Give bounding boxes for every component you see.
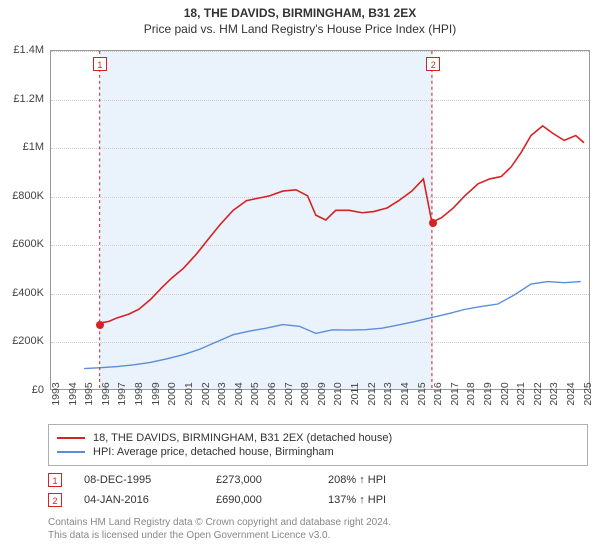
y-tick-label: £1M bbox=[23, 141, 44, 153]
y-tick-label: £400K bbox=[12, 287, 44, 299]
chart-legend: 18, THE DAVIDS, BIRMINGHAM, B31 2EX (det… bbox=[48, 424, 588, 466]
sales-date: 04-JAN-2016 bbox=[84, 494, 194, 506]
sales-relative: 208% ↑ HPI bbox=[328, 474, 386, 486]
sale-marker-box: 2 bbox=[426, 57, 440, 71]
y-tick-label: £1.4M bbox=[13, 44, 44, 56]
sales-index-box: 2 bbox=[48, 493, 62, 507]
series-line-hpi bbox=[84, 282, 581, 369]
legend-label: 18, THE DAVIDS, BIRMINGHAM, B31 2EX (det… bbox=[93, 432, 392, 444]
series-line-subject bbox=[100, 126, 584, 323]
legend-row: 18, THE DAVIDS, BIRMINGHAM, B31 2EX (det… bbox=[57, 431, 579, 445]
page-subtitle: Price paid vs. HM Land Registry's House … bbox=[0, 20, 600, 40]
legend-label: HPI: Average price, detached house, Birm… bbox=[93, 446, 334, 458]
legend-swatch bbox=[57, 437, 85, 439]
sales-index-box: 1 bbox=[48, 473, 62, 487]
sale-marker-box: 1 bbox=[93, 57, 107, 71]
x-tick-label: 2025 bbox=[582, 382, 600, 405]
sale-marker-dot bbox=[429, 219, 437, 227]
footer-line: This data is licensed under the Open Gov… bbox=[48, 529, 588, 542]
sales-row: 1 08-DEC-1995 £273,000 208% ↑ HPI bbox=[48, 470, 588, 490]
sale-marker-dot bbox=[96, 321, 104, 329]
sales-row: 2 04-JAN-2016 £690,000 137% ↑ HPI bbox=[48, 490, 588, 510]
y-tick-label: £0 bbox=[32, 384, 44, 396]
sales-table: 1 08-DEC-1995 £273,000 208% ↑ HPI 2 04-JAN-20… bbox=[48, 470, 588, 510]
legend-row: HPI: Average price, detached house, Birm… bbox=[57, 445, 579, 459]
y-tick-label: £800K bbox=[12, 190, 44, 202]
y-tick-label: £1.2M bbox=[13, 93, 44, 105]
sales-relative: 137% ↑ HPI bbox=[328, 494, 386, 506]
y-tick-label: £200K bbox=[12, 335, 44, 347]
sales-date: 08-DEC-1995 bbox=[84, 474, 194, 486]
sales-price: £690,000 bbox=[216, 494, 306, 506]
sales-price: £273,000 bbox=[216, 474, 306, 486]
footer-line: Contains HM Land Registry data © Crown c… bbox=[48, 516, 588, 529]
price-chart: £0£200K£400K£600K£800K£1M£1.2M£1.4M 12 1… bbox=[0, 40, 600, 420]
page-title: 18, THE DAVIDS, BIRMINGHAM, B31 2EX bbox=[0, 0, 600, 20]
attribution-footer: Contains HM Land Registry data © Crown c… bbox=[48, 516, 588, 542]
legend-swatch bbox=[57, 451, 85, 453]
y-tick-label: £600K bbox=[12, 238, 44, 250]
